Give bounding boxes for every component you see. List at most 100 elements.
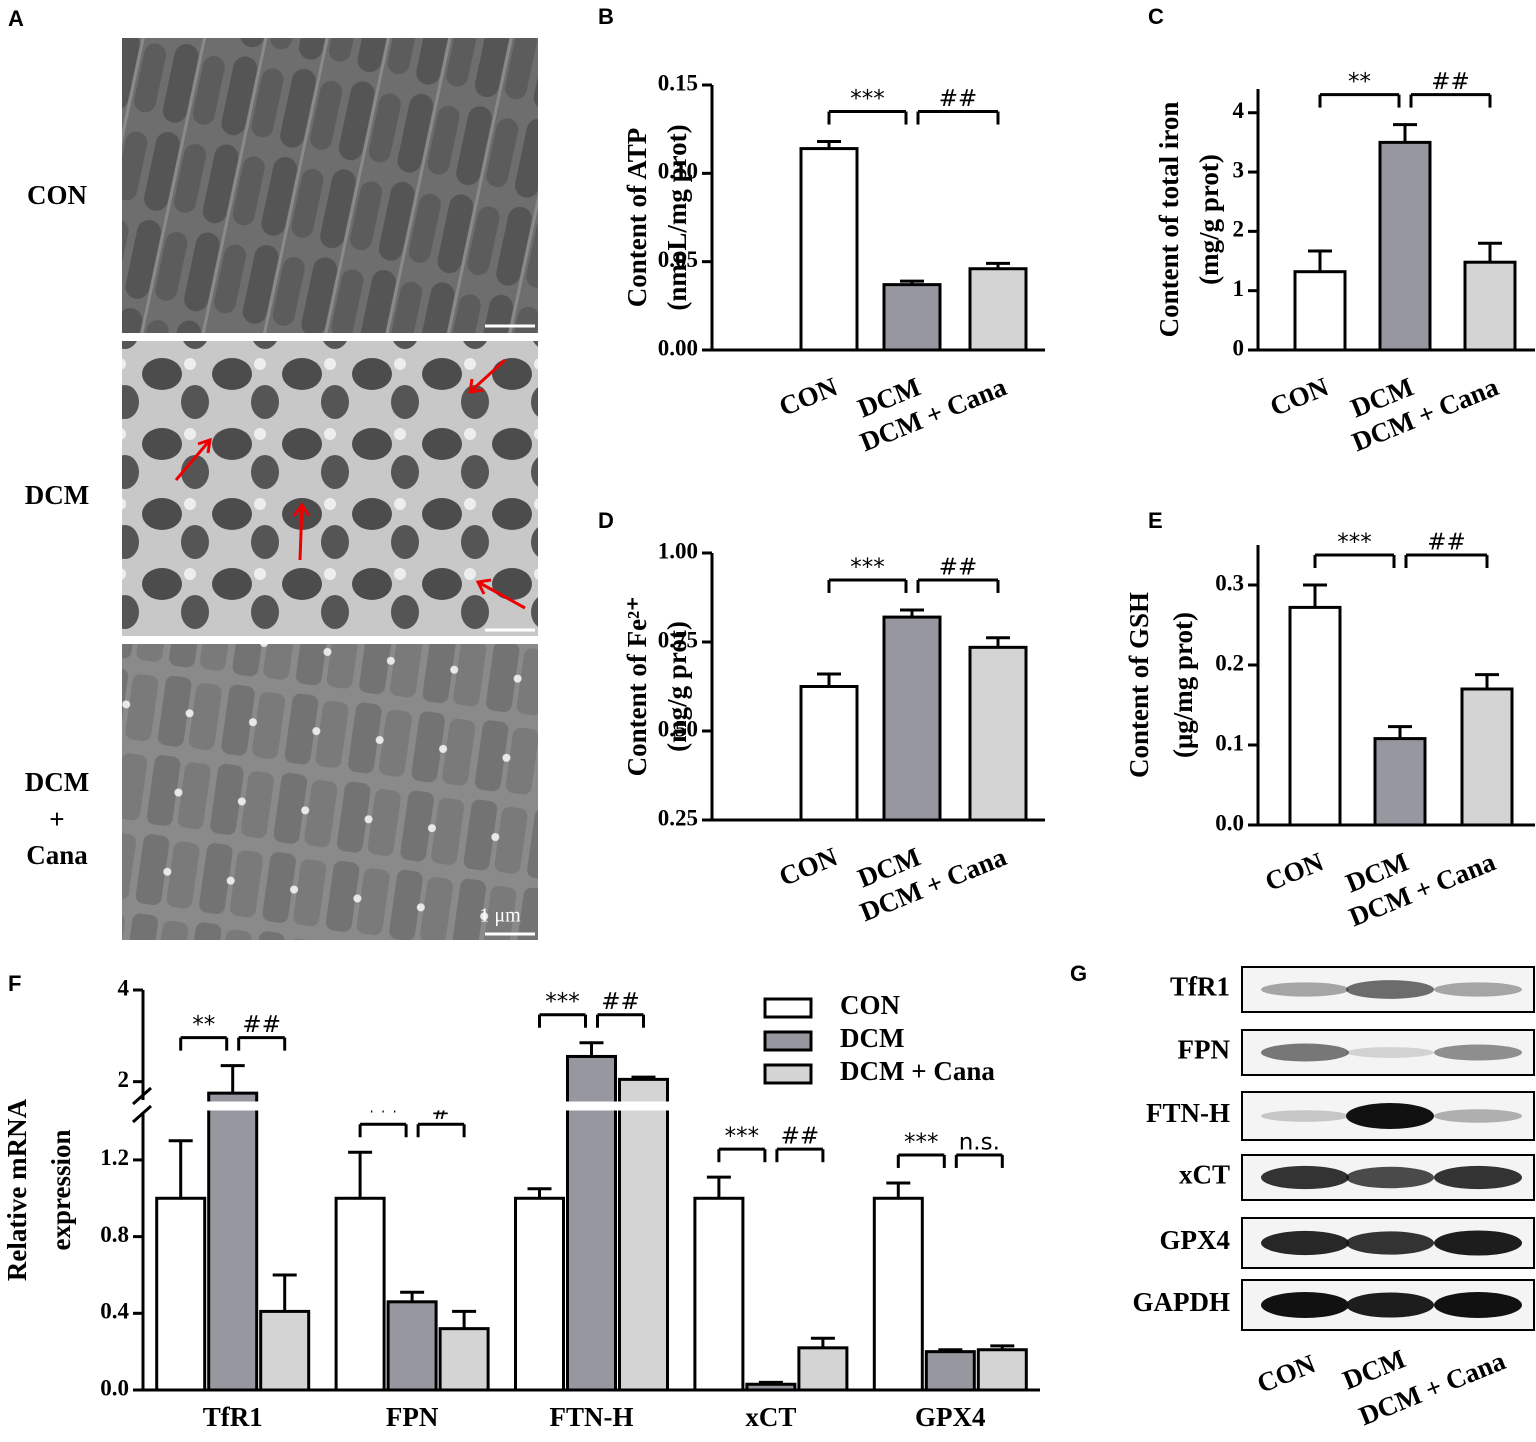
significance-label: n.s. — [959, 1129, 1000, 1155]
x-tick-label: CON — [775, 841, 842, 891]
row-label: DCM — [25, 767, 89, 797]
y-tick-label: 0 — [1233, 335, 1245, 360]
y-tick-label: 3 — [1233, 157, 1245, 182]
blot-band — [1261, 1230, 1349, 1256]
bar — [1288, 605, 1342, 827]
panel-letter: E — [1148, 508, 1163, 533]
protein-label: GAPDH — [1133, 1287, 1231, 1317]
y-tick-label: 4 — [1233, 98, 1245, 123]
panel-letter: F — [8, 971, 21, 996]
significance-label: ** — [1348, 69, 1371, 95]
y-tick-label: 0.75 — [658, 627, 698, 652]
y-tick-label: 0.25 — [658, 805, 698, 830]
x-tick-label: TfR1 — [203, 1402, 263, 1432]
y-axis-label: Content of ATP — [622, 128, 652, 308]
y-tick-label: 2 — [118, 1067, 130, 1092]
bar — [386, 1300, 438, 1392]
bar — [1460, 687, 1514, 827]
y-axis-label: Content of total iron — [1154, 102, 1184, 338]
y-tick-label: 0.8 — [100, 1222, 129, 1247]
x-tick-label: GPX4 — [915, 1402, 986, 1432]
y-axis-label: (mg/g prot) — [1194, 154, 1224, 285]
panel-letter: C — [1148, 4, 1164, 29]
bar — [514, 1196, 565, 1392]
row-label: DCM — [25, 480, 89, 510]
significance-label: ** — [192, 1012, 215, 1038]
protein-label: FTN-H — [1146, 1098, 1230, 1128]
y-tick-label: 2 — [1233, 217, 1245, 242]
bar — [799, 685, 859, 822]
y-tick-label: 0.15 — [658, 70, 698, 95]
y-axis-label: Relative mRNA — [2, 1098, 32, 1281]
y-axis-label: (mg/g prot) — [662, 621, 692, 752]
y-axis-label: (nmoL/mg prot) — [662, 124, 692, 310]
blot-band — [1261, 1292, 1349, 1318]
legend-label: DCM — [840, 1023, 904, 1053]
significance-label: *** — [850, 86, 885, 112]
blot-band — [1346, 1166, 1434, 1189]
significance-label: ## — [1427, 530, 1466, 556]
bar — [1293, 270, 1347, 352]
blot-band — [1261, 1043, 1349, 1062]
legend-label: DCM + Cana — [840, 1056, 995, 1086]
significance-label: *** — [545, 989, 580, 1015]
y-tick-label: 4 — [118, 975, 130, 1000]
x-tick-label: CON — [775, 371, 842, 421]
blot-band — [1346, 980, 1434, 999]
y-tick-label: 0.0 — [100, 1375, 129, 1400]
x-tick-label: CON — [1261, 846, 1328, 896]
y-axis-label: expression — [46, 1129, 76, 1250]
y-tick-label: 0.3 — [1215, 570, 1244, 595]
bar — [882, 615, 942, 822]
y-tick-label: 1.2 — [100, 1145, 129, 1170]
blot-band — [1261, 1110, 1349, 1122]
blot-band — [1434, 1165, 1522, 1190]
bar — [207, 1091, 259, 1392]
significance-label: *** — [850, 554, 885, 580]
x-tick-label: FPN — [386, 1402, 439, 1432]
significance-label: *** — [1337, 530, 1372, 556]
y-tick-label: 0.50 — [658, 716, 698, 741]
axis-break-gap — [131, 1101, 1042, 1111]
y-tick-label: 0.05 — [658, 247, 698, 272]
legend-label: CON — [840, 990, 901, 1020]
significance-label: *** — [904, 1129, 939, 1155]
blot-band — [1434, 1109, 1522, 1123]
bar — [976, 1348, 1028, 1392]
bar — [566, 1054, 617, 1392]
protein-label: FPN — [1178, 1035, 1231, 1065]
panel-letter: D — [598, 508, 614, 533]
protein-label: GPX4 — [1160, 1225, 1231, 1255]
y-tick-label: 0.1 — [1215, 730, 1244, 755]
y-axis-label: Content of Fe²⁺ — [622, 597, 652, 777]
significance-label: ## — [1431, 69, 1470, 95]
bar — [618, 1077, 669, 1392]
micrographs: A 1 μm — [8, 6, 538, 940]
bar — [259, 1309, 311, 1392]
bar — [968, 267, 1028, 352]
significance-label: ## — [781, 1124, 820, 1150]
significance-label: ## — [939, 554, 978, 580]
blot-band — [1434, 1230, 1522, 1256]
panel-letter: G — [1070, 961, 1087, 986]
significance-label: *** — [725, 1124, 760, 1150]
bar — [438, 1327, 490, 1392]
y-tick-label: 0.00 — [658, 335, 698, 360]
y-tick-label: 0.10 — [658, 159, 698, 184]
y-axis-label: (μg/mg prot) — [1168, 612, 1198, 758]
y-tick-label: 1 — [1233, 276, 1245, 301]
bar — [1373, 737, 1427, 827]
protein-label: TfR1 — [1170, 972, 1230, 1002]
bar — [797, 1346, 849, 1392]
y-tick-label: 1.00 — [658, 538, 698, 563]
axis-break-mark — [132, 1086, 152, 1106]
protein-label: xCT — [1179, 1160, 1230, 1190]
panel-letter: B — [598, 4, 614, 29]
significance-label: ## — [601, 989, 640, 1015]
blot-band — [1261, 982, 1349, 997]
y-tick-label: 0.0 — [1215, 810, 1244, 835]
bar — [882, 283, 942, 352]
arrows — [174, 358, 526, 610]
x-tick-label: CON — [1266, 371, 1333, 421]
row-label: CON — [27, 180, 88, 210]
